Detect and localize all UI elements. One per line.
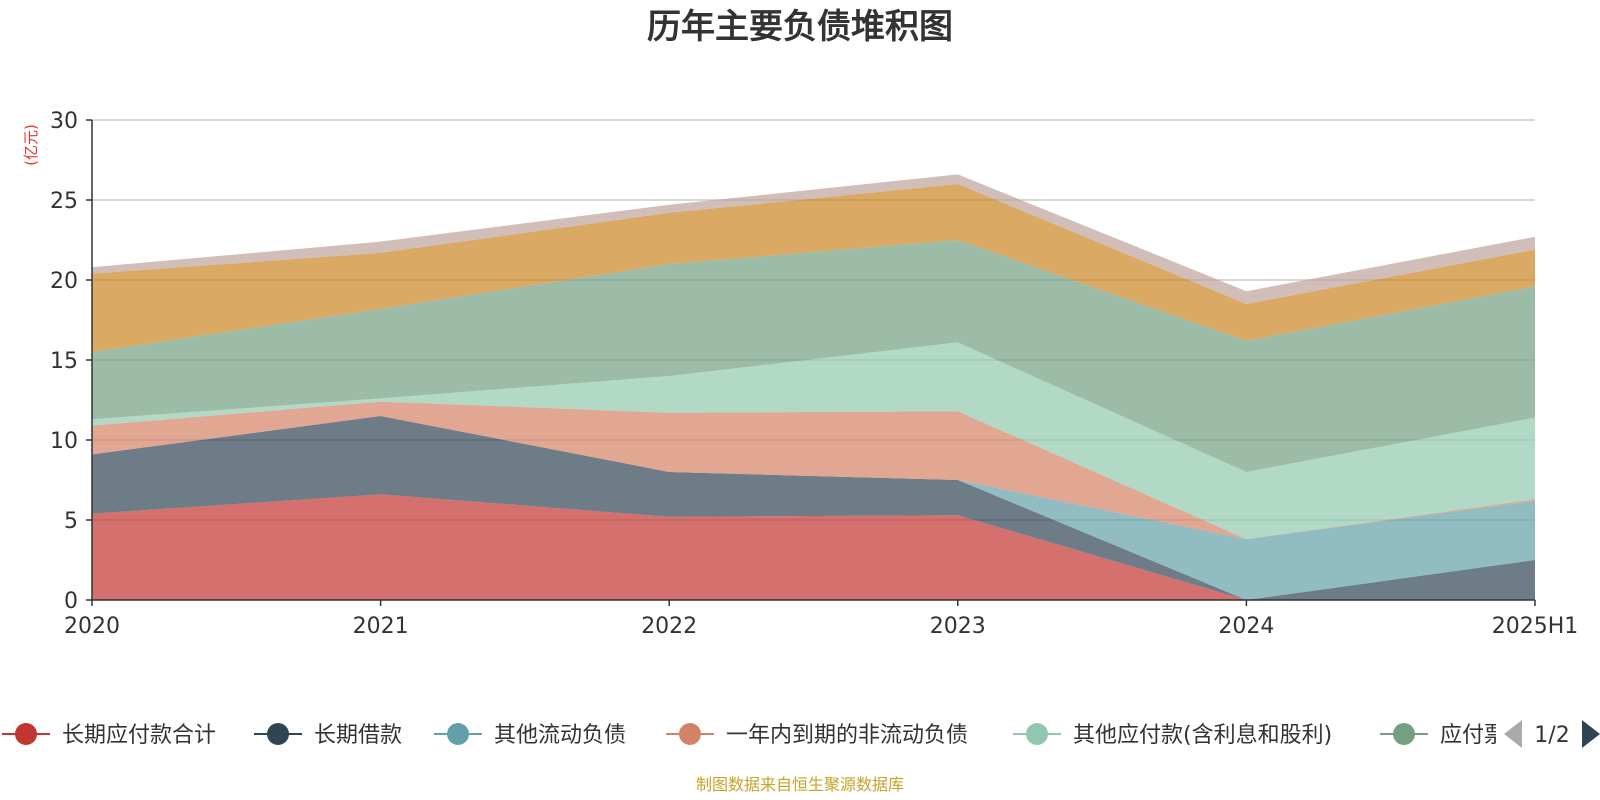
legend-circle-marker (267, 723, 289, 745)
legend-circle-marker (15, 723, 37, 745)
area-series-4 (92, 342, 1535, 540)
x-tick-label-2022: 2022 (641, 614, 697, 639)
legend-item[interactable]: 应付票 (1380, 723, 1506, 748)
legend-label: 应付票 (1440, 723, 1506, 748)
area-series-1 (92, 416, 1535, 600)
legend-page-indicator: 1/2 (1534, 723, 1569, 748)
y-tick-label-20: 20 (50, 269, 78, 294)
area-series-0 (92, 494, 1535, 600)
legend-pager[interactable]: 1/2 (1504, 720, 1600, 748)
area-series-5 (92, 240, 1535, 472)
legend-label: 长期借款 (314, 723, 402, 748)
x-tick-label-2020: 2020 (64, 614, 120, 639)
y-tick-label-5: 5 (64, 509, 78, 534)
legend-next-arrow-icon[interactable] (1582, 720, 1600, 748)
area-series (92, 174, 1535, 600)
x-tick-label-2024: 2024 (1218, 614, 1274, 639)
legend-circle-marker (1026, 723, 1048, 745)
y-tick-label-25: 25 (50, 189, 78, 214)
area-series-3 (92, 401, 1535, 540)
y-tick-label-30: 30 (50, 109, 78, 134)
axes (86, 119, 1536, 606)
legend-prev-arrow-icon[interactable] (1504, 720, 1522, 748)
x-tick-label-2023: 2023 (930, 614, 986, 639)
legend-label: 一年内到期的非流动负债 (726, 723, 968, 748)
legend-item[interactable]: 长期借款 (254, 723, 402, 748)
legend-circle-marker (447, 723, 469, 745)
legend-item[interactable]: 长期应付款合计 (2, 723, 216, 748)
legend-circle-marker (679, 723, 701, 745)
chart-title: 历年主要负债堆积图 (647, 7, 953, 47)
x-tick-label-2025H1: 2025H1 (1492, 614, 1579, 639)
legend-item[interactable]: 其他应付款(含利息和股利) (1013, 723, 1332, 748)
area-series-7 (92, 174, 1535, 304)
y-tick-label-0: 0 (64, 589, 78, 614)
legend-label: 长期应付款合计 (62, 723, 216, 748)
area-series-2 (92, 416, 1535, 600)
legend-item[interactable]: 其他流动负债 (434, 723, 626, 748)
legend-circle-marker (1393, 723, 1415, 745)
tick-labels: 0 5 10 15 20 25 30 2020 2021 2022 2023 2024 2025H1 (50, 109, 1578, 639)
legend-label: 其他流动负债 (494, 723, 626, 748)
legend-item[interactable]: 一年内到期的非流动负债 (666, 723, 968, 748)
data-source-note: 制图数据来自恒生聚源数据库 (696, 775, 904, 794)
y-axis-unit-label: (亿元) (22, 124, 40, 166)
area-series-6 (92, 184, 1535, 352)
legend: 长期应付款合计 长期借款 其他流动负债 一年内到期的非流动负债 其他应付款(含利息和股利… (2, 723, 1506, 748)
y-tick-label-10: 10 (50, 429, 78, 454)
x-tick-label-2021: 2021 (353, 614, 409, 639)
legend-label: 其他应付款(含利息和股利) (1073, 723, 1332, 748)
legend-items: 长期应付款合计 长期借款 其他流动负债 一年内到期的非流动负债 其他应付款(含利息和股利… (2, 723, 1506, 748)
y-tick-label-15: 15 (50, 349, 78, 374)
